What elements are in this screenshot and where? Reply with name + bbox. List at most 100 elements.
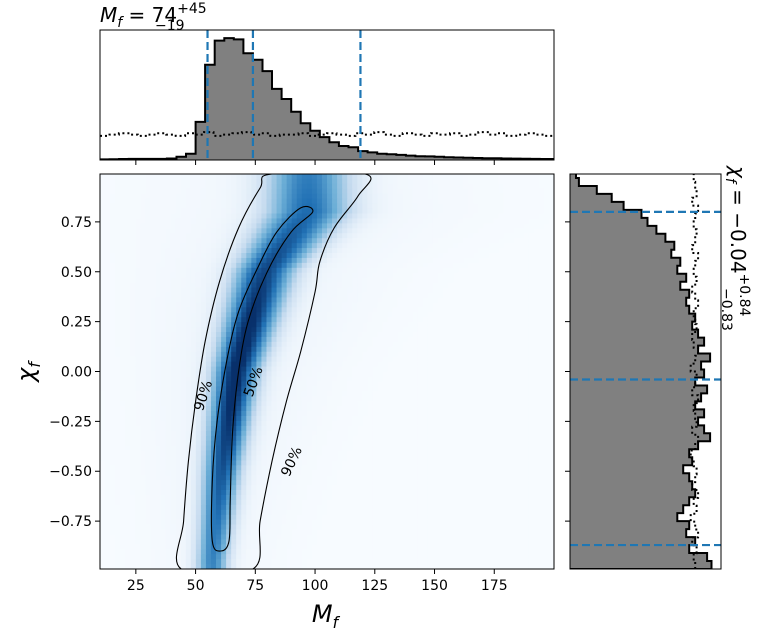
heat-cell xyxy=(458,253,464,259)
heat-cell xyxy=(417,248,424,254)
heat-cell xyxy=(407,332,414,338)
heat-cell xyxy=(473,228,479,234)
heat-cell xyxy=(180,376,187,382)
heat-cell xyxy=(523,272,530,279)
heat-cell xyxy=(246,415,252,422)
heat-cell xyxy=(135,198,141,205)
heat-cell xyxy=(301,356,308,363)
heat-cell xyxy=(397,292,404,299)
heat-cell xyxy=(120,213,126,220)
heat-cell xyxy=(150,188,157,195)
heat-cell xyxy=(291,415,298,422)
heat-cell xyxy=(392,262,399,269)
heat-cell xyxy=(115,332,121,338)
heat-cell xyxy=(241,203,247,210)
heat-cell xyxy=(256,336,263,343)
heat-cell xyxy=(357,415,363,422)
heat-cell xyxy=(170,445,177,452)
heat-cell xyxy=(241,208,247,215)
heat-cell xyxy=(332,287,338,294)
heat-cell xyxy=(170,376,177,382)
heat-cell xyxy=(463,406,469,412)
heat-cell xyxy=(503,302,510,308)
heat-cell xyxy=(306,346,313,353)
heat-cell xyxy=(387,322,394,328)
heat-cell xyxy=(458,203,464,210)
heat-cell xyxy=(377,381,384,387)
heat-cell xyxy=(533,361,540,368)
heat-cell xyxy=(145,213,152,220)
heat-cell xyxy=(528,307,535,313)
heat-cell xyxy=(115,257,121,264)
heat-cell xyxy=(200,193,207,200)
heat-cell xyxy=(377,302,384,308)
heat-cell xyxy=(453,435,459,442)
heat-cell xyxy=(342,366,348,373)
heat-cell xyxy=(140,183,146,190)
heat-cell xyxy=(387,336,394,343)
heat-cell xyxy=(422,336,429,343)
heat-cell xyxy=(362,401,368,407)
heat-cell xyxy=(185,272,192,279)
heat-cell xyxy=(261,371,268,378)
heat-cell xyxy=(508,420,515,427)
heat-cell xyxy=(503,267,510,274)
heat-cell xyxy=(538,341,545,348)
heat-cell xyxy=(165,396,172,402)
heat-cell xyxy=(543,425,550,432)
heat-cell xyxy=(548,287,554,294)
heat-cell xyxy=(216,218,222,224)
heat-cell xyxy=(296,411,303,417)
heat-cell xyxy=(458,208,464,215)
heat-cell xyxy=(407,267,414,274)
heat-cell xyxy=(135,356,141,363)
heat-cell xyxy=(523,183,530,190)
heat-cell xyxy=(513,312,520,318)
heat-cell xyxy=(120,233,126,239)
heat-cell xyxy=(210,430,217,437)
heat-cell xyxy=(321,267,328,274)
heat-cell xyxy=(468,297,474,303)
heat-cell xyxy=(478,366,484,373)
heat-cell xyxy=(115,440,121,447)
heat-cell xyxy=(165,381,172,387)
heat-cell xyxy=(387,361,394,368)
heat-cell xyxy=(115,312,121,318)
heat-cell xyxy=(246,243,252,249)
heat-cell xyxy=(362,440,368,447)
heat-cell xyxy=(463,341,469,348)
heat-cell xyxy=(246,292,252,299)
heat-cell xyxy=(110,356,116,363)
heat-cell xyxy=(276,292,283,299)
heat-cell xyxy=(392,376,399,382)
heat-cell xyxy=(241,312,247,318)
heat-cell xyxy=(115,391,121,397)
heat-cell xyxy=(367,302,373,308)
heat-cell xyxy=(493,292,500,299)
heat-cell xyxy=(210,267,217,274)
heat-cell xyxy=(261,292,268,299)
heat-cell xyxy=(306,233,313,239)
heat-cell xyxy=(372,302,379,308)
heat-cell xyxy=(518,262,525,269)
heat-cell xyxy=(296,396,303,402)
heat-cell xyxy=(125,243,131,249)
heat-cell xyxy=(190,193,197,200)
heat-cell xyxy=(548,386,554,392)
heat-cell xyxy=(382,440,389,447)
heat-cell xyxy=(513,322,520,328)
heat-cell xyxy=(332,356,338,363)
heat-cell xyxy=(221,174,227,180)
heat-cell xyxy=(548,435,554,442)
heat-cell xyxy=(175,346,182,353)
heat-cell xyxy=(100,282,106,289)
heat-cell xyxy=(301,366,308,373)
heat-cell xyxy=(271,297,278,303)
heat-cell xyxy=(246,341,252,348)
heat-cell xyxy=(221,178,227,185)
heat-cell xyxy=(382,174,389,180)
heat-cell xyxy=(175,253,182,259)
heat-cell xyxy=(357,317,363,323)
heat-cell xyxy=(261,401,268,407)
heat-cell xyxy=(417,218,424,224)
